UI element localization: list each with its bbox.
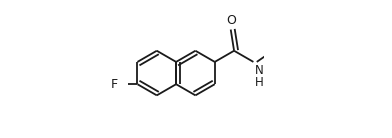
- Text: O: O: [226, 14, 236, 27]
- Text: F: F: [111, 78, 118, 91]
- Text: N
H: N H: [254, 64, 263, 89]
